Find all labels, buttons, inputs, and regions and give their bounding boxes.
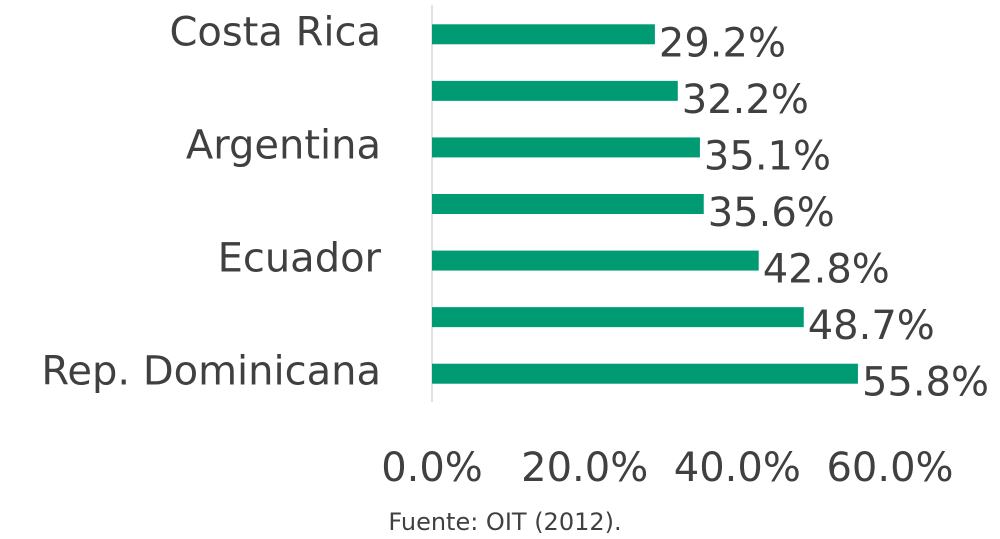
- bar: [432, 307, 804, 328]
- bar: [432, 24, 655, 45]
- x-tick-label: 40.0%: [674, 445, 801, 491]
- bar: [432, 80, 678, 101]
- bar: [432, 137, 700, 158]
- y-tick-label: Rep. Dominicana: [41, 349, 381, 395]
- data-label: 42.8%: [763, 247, 890, 293]
- y-tick-label: Argentina: [186, 122, 381, 168]
- bar: [432, 194, 704, 214]
- data-label: 32.2%: [682, 77, 809, 123]
- x-tick-label: 0.0%: [381, 445, 483, 491]
- data-label: 55.8%: [862, 360, 989, 406]
- data-label: 48.7%: [808, 303, 935, 349]
- data-label: 29.2%: [659, 20, 786, 66]
- data-label: 35.6%: [708, 190, 835, 236]
- source-note: Fuente: OIT (2012).: [388, 508, 621, 536]
- data-label: 35.1%: [704, 133, 831, 179]
- bar: [432, 363, 858, 384]
- bar: [432, 250, 759, 271]
- x-tick-label: 20.0%: [521, 445, 648, 491]
- x-tick-label: 60.0%: [826, 445, 953, 491]
- y-tick-label: Ecuador: [218, 236, 382, 282]
- y-tick-label: Costa Rica: [169, 9, 381, 55]
